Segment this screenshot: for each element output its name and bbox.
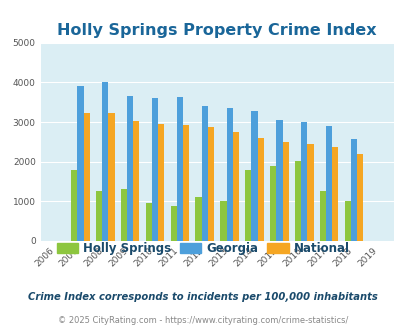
Bar — [220, 201, 226, 241]
Text: © 2025 CityRating.com - https://www.cityrating.com/crime-statistics/: © 2025 CityRating.com - https://www.city… — [58, 316, 347, 325]
Bar — [344, 201, 350, 241]
Bar — [121, 189, 127, 241]
Bar — [319, 191, 325, 241]
Legend: Holly Springs, Georgia, National: Holly Springs, Georgia, National — [52, 237, 353, 260]
Bar — [350, 139, 356, 241]
Bar — [251, 111, 257, 241]
Bar — [96, 191, 102, 241]
Bar — [331, 148, 338, 241]
Bar — [257, 138, 263, 241]
Bar — [226, 108, 232, 241]
Bar — [127, 96, 133, 241]
Bar — [356, 154, 362, 241]
Bar — [133, 120, 139, 241]
Bar — [71, 170, 77, 241]
Bar — [108, 113, 114, 241]
Bar — [269, 166, 276, 241]
Title: Holly Springs Property Crime Index: Holly Springs Property Crime Index — [57, 22, 376, 38]
Bar — [207, 127, 213, 241]
Bar — [325, 126, 331, 241]
Bar — [176, 97, 183, 241]
Bar — [102, 82, 108, 241]
Bar — [201, 106, 207, 241]
Bar — [158, 124, 164, 241]
Bar — [77, 86, 83, 241]
Bar — [282, 142, 288, 241]
Bar — [276, 120, 282, 241]
Bar — [294, 161, 301, 241]
Bar — [301, 122, 307, 241]
Text: Crime Index corresponds to incidents per 100,000 inhabitants: Crime Index corresponds to incidents per… — [28, 292, 377, 302]
Bar — [145, 203, 151, 241]
Bar — [245, 170, 251, 241]
Bar — [307, 144, 313, 241]
Bar — [183, 125, 189, 241]
Bar — [232, 132, 239, 241]
Bar — [83, 113, 90, 241]
Bar — [195, 197, 201, 241]
Bar — [151, 98, 158, 241]
Bar — [170, 207, 176, 241]
